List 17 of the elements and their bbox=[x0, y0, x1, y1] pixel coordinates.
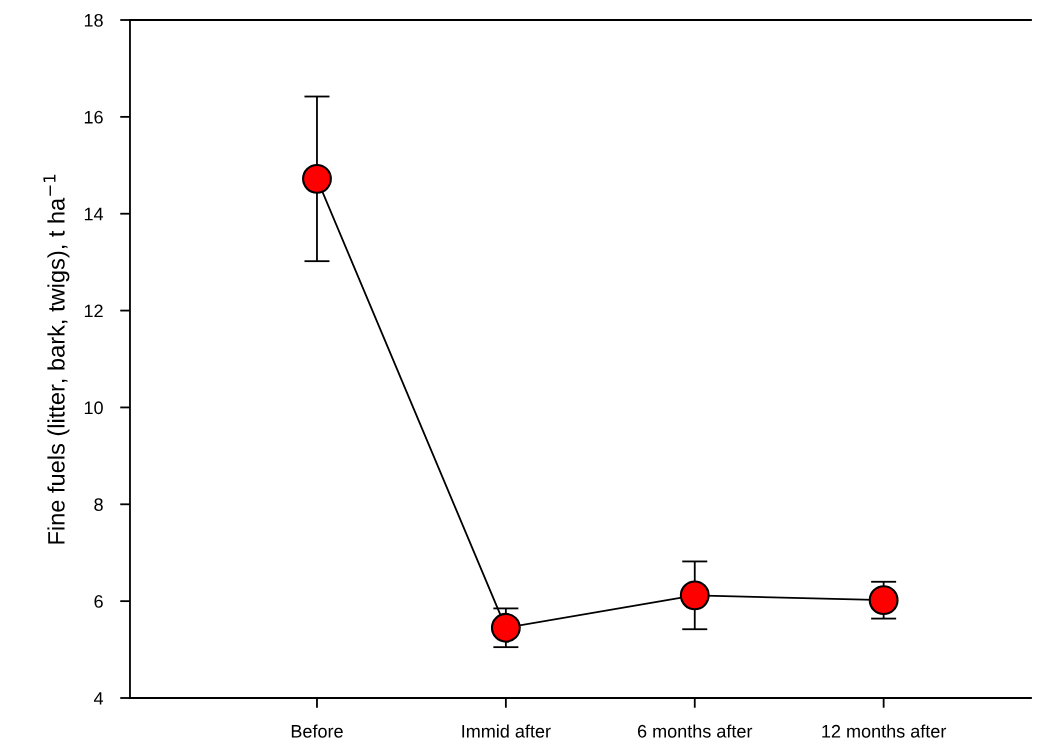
point bbox=[490, 612, 521, 643]
y-tick-label: 4 bbox=[93, 692, 104, 705]
y-tick-label: 10 bbox=[84, 401, 103, 415]
y-tick-label: 16 bbox=[84, 110, 103, 124]
y-tick-label: 8 bbox=[94, 498, 103, 512]
point bbox=[302, 163, 332, 194]
y-tick-label: 6 bbox=[94, 595, 103, 608]
y-tick-label: 18 bbox=[84, 13, 103, 27]
y-tick-label: 12 bbox=[84, 304, 103, 318]
y-tick-label: 14 bbox=[84, 207, 104, 221]
x-tick-label: Immid after bbox=[462, 724, 551, 738]
x-tick-label: 6 months after bbox=[637, 724, 753, 738]
point bbox=[679, 580, 710, 611]
x-tick-label: Before bbox=[291, 724, 343, 738]
y-axis-title: Fine fuels (litter, bark, twigs), t ha$^{−1}$ bbox=[43, 174, 70, 544]
x-tick-label: 12 months after bbox=[822, 724, 947, 738]
point bbox=[868, 585, 899, 616]
